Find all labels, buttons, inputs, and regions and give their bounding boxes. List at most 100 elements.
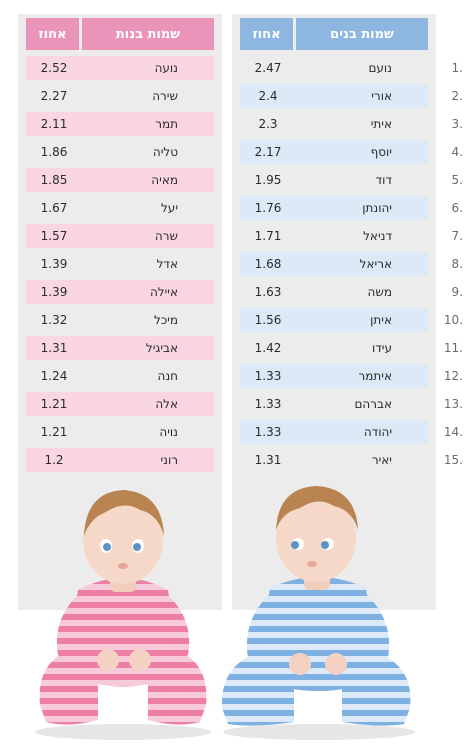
boys-percent: 2.17 xyxy=(254,145,282,159)
girls-names-table: אחוז שמות בנות 2.52 נועה 2.27 שירה 2.11 תמר 1.… xyxy=(26,18,214,476)
girls-percent: 1.21 xyxy=(40,425,68,439)
girls-percent: 1.57 xyxy=(40,229,68,243)
boys-rows: 2.47 נועם 2.4 אורי 2.3 איתי 2.17 יוסף 1.95 דוד 1.7… xyxy=(240,56,428,472)
boys-names-table: אחוז שמות בנים 2.47 נועם 2.4 אורי 2.3 איתי 2.1… xyxy=(240,18,428,476)
boys-row: 1.56 איתן xyxy=(240,308,428,332)
girls-percent: 1.31 xyxy=(40,341,68,355)
girls-row: 1.21 אלה xyxy=(26,392,214,416)
girls-row: 1.57 שרה xyxy=(26,224,214,248)
boys-row: 1.42 עידו xyxy=(240,336,428,360)
girls-percent: 1.32 xyxy=(40,313,68,327)
boys-name: משה xyxy=(367,285,393,299)
girls-percent: 1.86 xyxy=(40,145,68,159)
rank-number: 7. xyxy=(451,229,463,243)
boys-percent: 2.47 xyxy=(254,61,282,75)
girls-percent: 1.39 xyxy=(40,257,68,271)
girls-percent: 1.85 xyxy=(40,173,68,187)
boys-row: 1.63 משה xyxy=(240,280,428,304)
girls-name: מיכל xyxy=(154,313,178,327)
boys-row: 2.47 נועם xyxy=(240,56,428,80)
boys-row: 1.95 דוד xyxy=(240,168,428,192)
boys-percent: 1.42 xyxy=(254,341,282,355)
rank-number: 6. xyxy=(451,201,463,215)
boys-name: נועם xyxy=(368,61,392,75)
rank-number: 10. xyxy=(443,313,463,327)
girls-percent: 1.67 xyxy=(40,201,68,215)
boys-row: 1.68 אריאל xyxy=(240,252,428,276)
rank-number: 9. xyxy=(451,285,463,299)
boys-row: 2.3 איתי xyxy=(240,112,428,136)
girls-percent: 2.52 xyxy=(40,61,68,75)
boys-name: איתי xyxy=(370,117,392,131)
girls-row: 1.85 מאיה xyxy=(26,168,214,192)
boys-percent: 1.31 xyxy=(254,453,282,467)
girls-name: איילה xyxy=(149,285,178,299)
rank-number: 15. xyxy=(443,453,463,467)
girls-percent: 1.39 xyxy=(40,285,68,299)
boys-row: 1.71 דניאל xyxy=(240,224,428,248)
girls-percent: 1.2 xyxy=(44,453,64,467)
rank-number: 13. xyxy=(443,397,463,411)
boys-name: אברהם xyxy=(354,397,392,411)
girls-percent: 1.21 xyxy=(40,397,68,411)
boys-name: אורי xyxy=(371,89,392,103)
boys-name: יאיר xyxy=(371,453,392,467)
boys-name: איתמר xyxy=(358,369,392,383)
rank-numbers: 1. 2. 3. 4. 5. 6. 7. 8. 9. 10. 11. 12. 13. 14. 15. xyxy=(437,56,467,476)
girls-rows: 2.52 נועה 2.27 שירה 2.11 תמר 1.86 טליה 1.85 מאיה 1… xyxy=(26,56,214,472)
boys-percent: 2.3 xyxy=(258,117,278,131)
rank-number: 5. xyxy=(451,173,463,187)
rank-number: 1. xyxy=(451,61,463,75)
boys-name: דוד xyxy=(375,173,392,187)
girls-row: 1.31 אביגיל xyxy=(26,336,214,360)
girls-name: רוני xyxy=(160,453,178,467)
girls-name: אביגיל xyxy=(145,341,178,355)
girls-row: 1.21 נויה xyxy=(26,420,214,444)
boys-percent: 1.33 xyxy=(254,425,282,439)
boys-percent: 1.95 xyxy=(254,173,282,187)
girls-row: 1.86 טליה xyxy=(26,140,214,164)
boys-name: יהונתן xyxy=(362,201,392,215)
girls-name: שרה xyxy=(154,229,178,243)
rank-number: 12. xyxy=(443,369,463,383)
girls-name: מאיה xyxy=(151,173,178,187)
girls-name: נועה xyxy=(154,61,178,75)
girls-name: אדל xyxy=(156,257,178,271)
girls-name: יעל xyxy=(160,201,178,215)
boys-percent: 1.63 xyxy=(254,285,282,299)
boys-percent-header: אחוז xyxy=(240,18,293,50)
boys-row: 1.33 אברהם xyxy=(240,392,428,416)
rank-number: 3. xyxy=(451,117,463,131)
girls-name: חנה xyxy=(157,369,178,383)
boys-row: 2.17 יוסף xyxy=(240,140,428,164)
girls-row: 2.27 שירה xyxy=(26,84,214,108)
girls-table-header: אחוז שמות בנות xyxy=(26,18,214,50)
boys-row: 1.31 יאיר xyxy=(240,448,428,472)
boys-name: יהודה xyxy=(363,425,392,439)
baby-boy-image xyxy=(221,486,415,740)
boys-percent: 1.71 xyxy=(254,229,282,243)
girls-percent: 2.27 xyxy=(40,89,68,103)
boys-percent: 1.33 xyxy=(254,369,282,383)
girls-percent: 2.11 xyxy=(40,117,68,131)
girls-percent-header: אחוז xyxy=(26,18,79,50)
boys-name: יוסף xyxy=(370,145,392,159)
girls-name: נויה xyxy=(159,425,178,439)
rank-number: 14. xyxy=(443,425,463,439)
girls-row: 1.24 חנה xyxy=(26,364,214,388)
baby-girl-image xyxy=(35,490,211,740)
boys-name: איתן xyxy=(370,313,392,327)
girls-name: טליה xyxy=(152,145,178,159)
girls-row: 2.52 נועה xyxy=(26,56,214,80)
boys-percent: 1.68 xyxy=(254,257,282,271)
boys-percent: 1.33 xyxy=(254,397,282,411)
boys-percent: 1.76 xyxy=(254,201,282,215)
boys-row: 1.76 יהונתן xyxy=(240,196,428,220)
girls-name: אלה xyxy=(155,397,178,411)
girls-name: תמר xyxy=(155,117,178,131)
girls-row: 1.67 יעל xyxy=(26,196,214,220)
boys-name: אריאל xyxy=(359,257,392,271)
boys-names-header: שמות בנים xyxy=(296,18,428,50)
boys-table-header: אחוז שמות בנים xyxy=(240,18,428,50)
rank-number: 8. xyxy=(451,257,463,271)
